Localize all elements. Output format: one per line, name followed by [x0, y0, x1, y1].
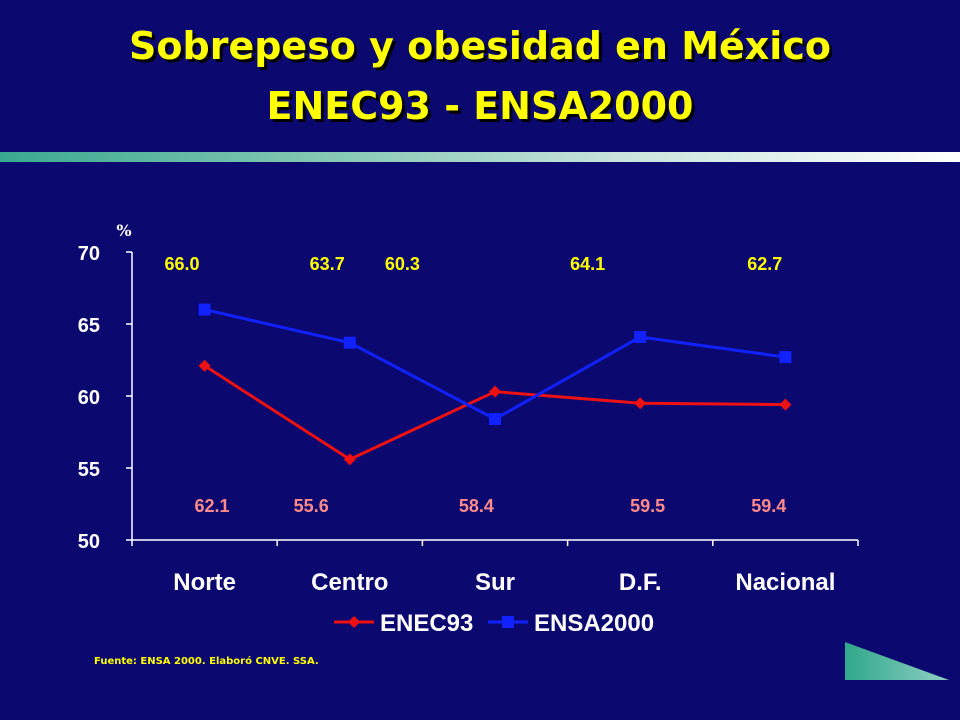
data-label-enec93: 59.5	[630, 496, 665, 516]
data-point-ensa2000	[489, 413, 501, 426]
data-label-enec93: 58.4	[459, 496, 494, 516]
y-tick-label: 70	[78, 243, 100, 265]
slide-title: Sobrepeso y obesidad en México	[129, 24, 831, 68]
data-point-enec93	[634, 397, 647, 410]
data-point-enec93	[343, 453, 356, 466]
chart-legend: ENEC93 ENSA2000	[334, 610, 654, 637]
corner-decoration	[845, 642, 949, 680]
chart-axes: 50 55 60 65 70% Norte Centro Sur D.F. Nacional	[78, 221, 859, 596]
data-label-ensa2000: 66.0	[164, 254, 199, 274]
data-point-ensa2000	[779, 351, 792, 364]
chart-data-labels: 62.1 55.6 58.4 59.5 59.4 66.0 63.7 60.3 64.1 62.7	[164, 254, 786, 516]
data-point-ensa2000	[634, 330, 647, 343]
data-point-enec93	[489, 385, 501, 398]
slide-subtitle: ENEC93 - ENSA2000	[266, 84, 694, 128]
data-label-ensa2000: 60.3	[385, 254, 420, 274]
data-label-ensa2000: 64.1	[570, 254, 605, 274]
chart-series	[198, 303, 792, 466]
x-tick-label: Centro	[311, 569, 388, 596]
legend-label-ensa2000: ENSA2000	[534, 610, 654, 637]
data-label-enec93: 62.1	[194, 496, 229, 516]
data-label-enec93: 59.4	[751, 496, 786, 516]
series-line-enec93	[203, 364, 786, 461]
legend-marker-enec93	[348, 616, 360, 628]
data-point-enec93	[779, 398, 792, 411]
y-axis-label: %	[116, 221, 131, 240]
x-tick-label: Norte	[173, 569, 236, 596]
data-point-enec93	[198, 359, 211, 372]
data-label-enec93: 55.6	[294, 496, 329, 516]
x-tick-label: D.F.	[619, 569, 662, 596]
data-label-ensa2000: 63.7	[310, 254, 345, 274]
data-point-ensa2000	[343, 336, 356, 349]
data-label-ensa2000: 62.7	[747, 254, 782, 274]
source-note: Fuente: ENSA 2000. Elaboró CNVE. SSA.	[94, 656, 319, 667]
y-tick-label: 65	[78, 315, 100, 337]
y-tick-label: 55	[78, 459, 100, 481]
y-tick-label: 60	[78, 387, 100, 409]
legend-marker-ensa2000	[502, 616, 514, 628]
data-point-ensa2000	[198, 303, 211, 316]
x-tick-label: Sur	[475, 569, 515, 596]
y-tick-label: 50	[78, 531, 100, 553]
title-divider	[0, 152, 960, 162]
legend-label-enec93: ENEC93	[380, 610, 473, 637]
x-tick-label: Nacional	[735, 569, 835, 596]
